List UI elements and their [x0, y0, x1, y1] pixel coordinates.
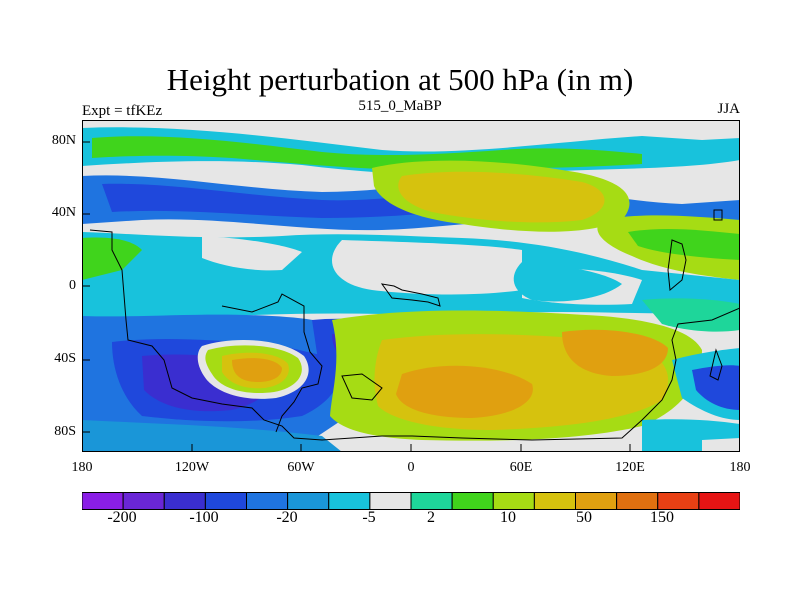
- experiment-label: Expt = tfKEz: [82, 103, 163, 119]
- colorbar-swatch: [575, 492, 618, 510]
- colorbar-swatch: [246, 492, 289, 510]
- colorbar-swatch: [698, 492, 740, 510]
- lon-label-120w: 120W: [174, 460, 210, 475]
- lat-label-80n: 80N: [51, 133, 76, 148]
- lon-label-180e: 180: [729, 460, 751, 475]
- colorbar-swatch: [616, 492, 659, 510]
- colorbar-swatch: [328, 492, 371, 510]
- lon-label-0: 0: [407, 460, 415, 475]
- map-panel: [82, 120, 740, 452]
- colorbar-label: 2: [427, 509, 435, 526]
- colorbar-swatch: [451, 492, 494, 510]
- colorbar-swatch: [82, 492, 124, 510]
- lon-label-60w: 60W: [287, 460, 315, 475]
- colorbar-swatch: [410, 492, 453, 510]
- colorbar-label: 10: [500, 509, 516, 526]
- lat-label-0: 0: [69, 278, 76, 293]
- colorbar-swatch: [492, 492, 535, 510]
- colorbar-swatch: [657, 492, 700, 510]
- lat-label-80s: 80S: [54, 424, 76, 439]
- colorbar-label: -200: [107, 509, 137, 526]
- colorbar-swatch: [163, 492, 206, 510]
- chart-title: Height perturbation at 500 hPa (in m): [166, 62, 634, 97]
- axis-ticks: [82, 141, 631, 452]
- lon-label-180w: 180: [71, 460, 93, 475]
- colorbar-label: 50: [576, 509, 592, 526]
- contour-fill: [82, 120, 740, 452]
- coastline: [89, 209, 740, 441]
- season-label: JJA: [717, 101, 740, 117]
- run-label: 515_0_MaBP: [358, 98, 442, 114]
- colorbar-label: 150: [650, 509, 674, 526]
- lon-label-120e: 120E: [615, 460, 645, 475]
- lon-label-60e: 60E: [509, 460, 533, 475]
- colorbar-swatch: [287, 492, 330, 510]
- colorbar-swatch: [122, 492, 165, 510]
- colorbar-label: -5: [362, 509, 376, 526]
- colorbar-label: -20: [276, 509, 298, 526]
- colorbar-swatch: [533, 492, 577, 510]
- lat-label-40n: 40N: [51, 205, 76, 220]
- colorbar-swatch: [204, 492, 248, 510]
- colorbar: [82, 492, 740, 510]
- lat-label-40s: 40S: [54, 351, 76, 366]
- colorbar-swatch: [369, 492, 412, 510]
- colorbar-label: -100: [189, 509, 219, 526]
